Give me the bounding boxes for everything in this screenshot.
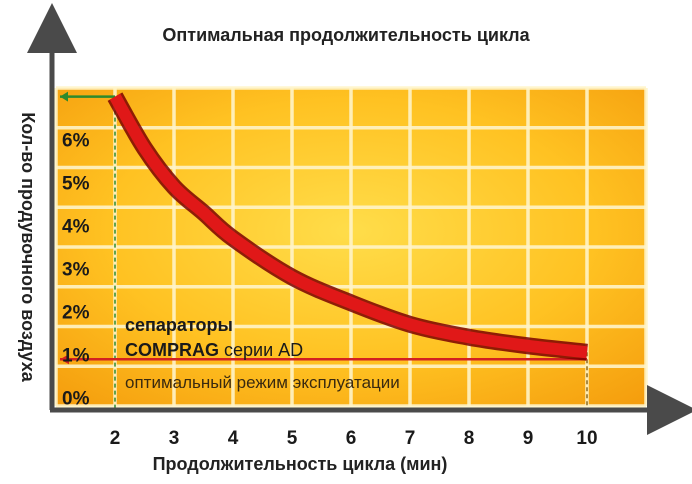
annotation-series: серии AD (219, 340, 303, 360)
y-axis-label: Кол-во продувочного воздуха (18, 112, 38, 382)
y-tick-label: 1% (62, 345, 90, 366)
y-tick-labels: 0% 1% 2% 3% 4% 5% 6% (62, 131, 90, 410)
series-layer (107, 92, 588, 361)
x-tick-label: 4 (228, 428, 239, 449)
x-tick-label: 6 (346, 428, 357, 449)
y-tick-label: 3% (62, 259, 90, 280)
x-tick-label: 10 (576, 428, 597, 449)
annotation-brand: COMPRAG (125, 340, 219, 360)
x-tick-label: 8 (464, 428, 475, 449)
x-tick-label: 9 (523, 428, 534, 449)
x-tick-label: 5 (287, 428, 298, 449)
x-tick-labels: 2 3 4 5 6 7 8 9 10 (110, 428, 598, 449)
annotation-optimal-mode: оптимальный режим эксплуатации (125, 373, 400, 392)
grid (54, 86, 648, 408)
y-tick-label: 6% (62, 131, 90, 152)
optimal-level-arrowhead (60, 354, 69, 365)
annotation-label-line1: сепараторы (125, 315, 233, 335)
x-tick-label: 3 (169, 428, 180, 449)
x-axis-label: Продолжительность цикла (мин) (153, 454, 448, 474)
y-tick-label: 4% (62, 217, 90, 238)
y-tick-label: 5% (62, 174, 90, 195)
x-tick-label: 2 (110, 428, 121, 449)
x-tick-label: 7 (405, 428, 416, 449)
y-tick-label: 2% (62, 302, 90, 323)
series-line (109, 93, 588, 359)
annotation-label-line2: COMPRAG серии AD (125, 340, 303, 360)
reference-lines (60, 91, 588, 410)
y-tick-label: 0% (62, 388, 90, 409)
max-level-arrowhead (60, 91, 68, 102)
chart-title: Оптимальная продолжительность цикла (162, 25, 530, 45)
